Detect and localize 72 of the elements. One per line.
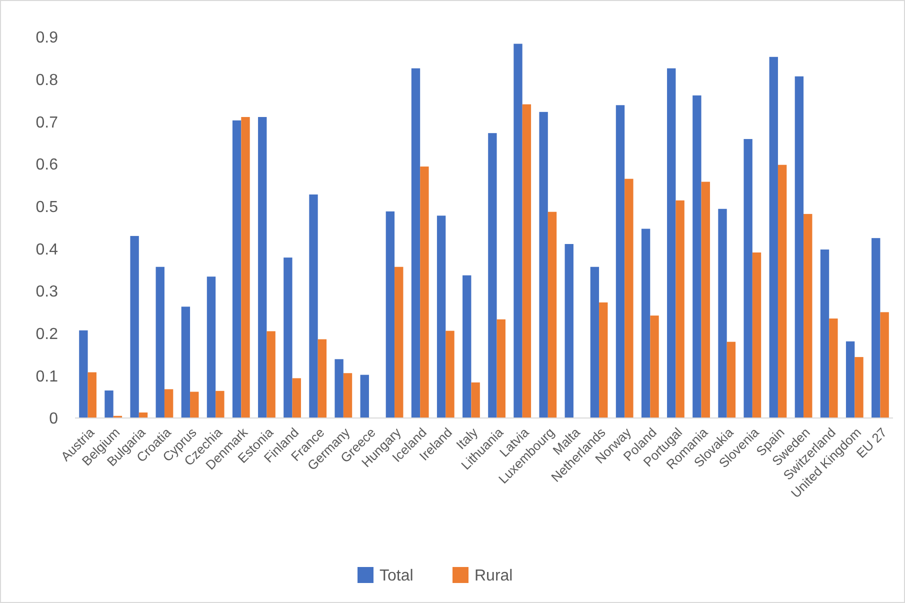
bar [206, 276, 216, 418]
bar [718, 208, 727, 418]
bar [394, 266, 404, 418]
y-tick-label: 0 [49, 410, 58, 428]
bar [522, 104, 532, 418]
bar [676, 200, 684, 418]
bar [164, 389, 174, 418]
bar [462, 275, 472, 418]
bar [564, 244, 574, 418]
y-tick-label: 0.4 [36, 241, 58, 258]
bar [284, 258, 292, 418]
bar [104, 390, 114, 418]
bar [130, 236, 139, 418]
bar [88, 372, 96, 418]
bar [667, 68, 676, 418]
bar [804, 214, 812, 418]
bar [258, 117, 267, 418]
bar [266, 331, 276, 418]
bar [79, 330, 88, 418]
legend-label: Total [380, 568, 414, 585]
bar [318, 339, 327, 418]
bar [496, 319, 506, 418]
bar [420, 166, 429, 418]
legend-label: Rural [474, 568, 513, 585]
bar [624, 178, 634, 418]
bar [411, 68, 420, 418]
bar [692, 95, 702, 418]
bar [880, 312, 889, 418]
bar [334, 359, 344, 418]
bar [292, 378, 301, 418]
bar [488, 133, 497, 418]
bar [386, 211, 395, 418]
bar [829, 318, 838, 418]
bar [514, 44, 522, 418]
y-tick-label: 0.7 [36, 114, 58, 132]
bar [650, 316, 659, 418]
bar [769, 56, 778, 418]
bar [854, 357, 864, 418]
bar [446, 330, 454, 418]
bar [820, 250, 830, 418]
bar [641, 228, 650, 418]
bar [539, 112, 548, 418]
bar [726, 342, 736, 418]
bar [241, 117, 250, 418]
y-tick-label: 0.1 [36, 368, 58, 386]
bar [309, 194, 318, 418]
y-tick-label: 0.2 [36, 326, 58, 343]
bar [156, 266, 164, 418]
bar [216, 390, 224, 418]
bar [343, 373, 352, 418]
bar [232, 120, 242, 418]
y-tick-label: 0.5 [36, 198, 58, 216]
bar [548, 212, 557, 418]
bar [872, 238, 880, 418]
bar [181, 306, 190, 418]
y-tick-label: 0.3 [36, 284, 58, 301]
bar [701, 182, 710, 418]
bar [616, 105, 625, 418]
bar [794, 76, 804, 418]
bar [360, 374, 369, 418]
bar [752, 252, 762, 418]
bar [190, 392, 199, 418]
y-tick-label: 0.6 [36, 156, 58, 174]
bar [846, 341, 855, 418]
bar [599, 302, 608, 418]
bar [778, 164, 787, 418]
bar [471, 382, 480, 418]
y-tick-label: 0.8 [36, 72, 58, 89]
y-tick-label: 0.9 [36, 30, 58, 47]
bar [436, 216, 446, 418]
bar [744, 139, 752, 418]
bar [590, 266, 600, 418]
